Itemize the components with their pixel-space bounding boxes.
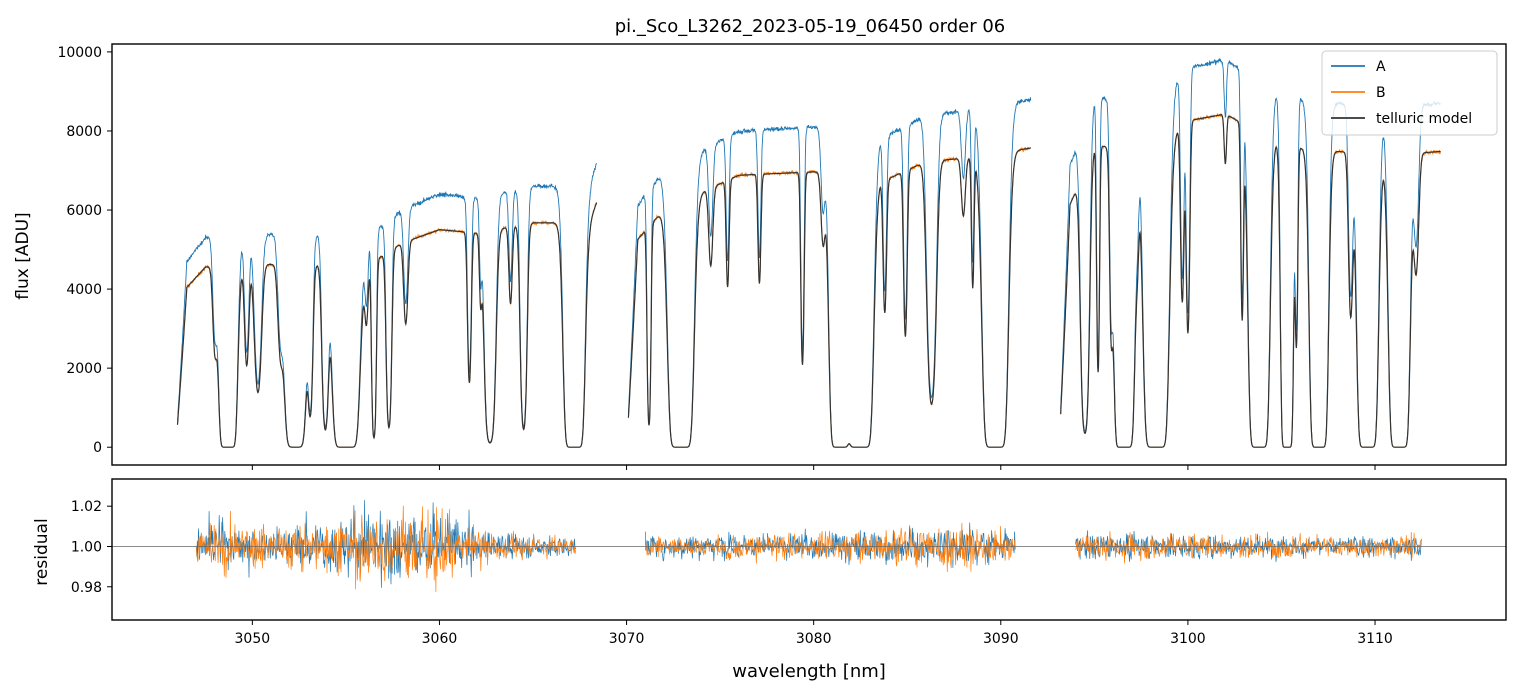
x-tick-label: 3050 bbox=[235, 631, 271, 647]
flux-y-tick-label: 4000 bbox=[66, 282, 102, 298]
legend-box bbox=[1321, 50, 1498, 136]
flux-axes-frame bbox=[111, 43, 1507, 466]
x-tick-label: 3060 bbox=[422, 631, 458, 647]
flux-y-axis-label: flux [ADU] bbox=[13, 212, 33, 299]
series-line-telluric-model bbox=[627, 147, 1031, 448]
flux-y-ticks: 0 2000 4000 6000 8000 10000 bbox=[57, 45, 112, 456]
flux-y-tick-label: 10000 bbox=[57, 45, 102, 61]
residual-axes-frame bbox=[111, 478, 1507, 621]
residual-y-axis-label: residual bbox=[32, 518, 52, 585]
residual-line-b bbox=[644, 522, 1016, 573]
residual-x-ticks: 3050 3060 3070 3080 3090 3100 3110 bbox=[235, 620, 1393, 647]
residual-panel: 0.98 1.00 1.02 3050 3060 3070 3080 3090 3100 311… bbox=[32, 478, 1507, 647]
series-line-telluric-model bbox=[176, 202, 598, 448]
flux-x-ticks bbox=[251, 465, 1376, 470]
legend-label-model: telluric model bbox=[1376, 111, 1472, 127]
legend-label-b: B bbox=[1376, 85, 1386, 101]
x-tick-label: 3080 bbox=[796, 631, 832, 647]
flux-y-tick-label: 8000 bbox=[66, 124, 102, 140]
legend-label-a: A bbox=[1376, 59, 1386, 75]
flux-y-tick-label: 0 bbox=[93, 440, 102, 456]
series-line-telluric-model bbox=[1060, 114, 1441, 448]
x-tick-label: 3100 bbox=[1170, 631, 1206, 647]
residual-line-b bbox=[195, 505, 577, 592]
residual-line-b bbox=[1075, 531, 1422, 564]
residual-y-ticks: 0.98 1.00 1.02 bbox=[71, 499, 112, 596]
x-tick-label: 3110 bbox=[1357, 631, 1393, 647]
residual-y-tick-label: 0.98 bbox=[71, 580, 102, 596]
x-tick-label: 3070 bbox=[609, 631, 645, 647]
x-axis-label: wavelength [nm] bbox=[732, 661, 886, 682]
chart-title: pi._Sco_L3262_2023-05-19_06450 order 06 bbox=[615, 16, 1006, 37]
flux-y-tick-label: 2000 bbox=[66, 361, 102, 377]
x-tick-label: 3090 bbox=[983, 631, 1019, 647]
flux-y-tick-label: 6000 bbox=[66, 203, 102, 219]
legend: A B telluric model bbox=[1321, 50, 1498, 136]
residual-plot-area bbox=[112, 500, 1506, 592]
residual-line-a bbox=[195, 500, 577, 588]
series-line-b bbox=[1060, 112, 1441, 448]
flux-panel: 0 2000 4000 6000 8000 10000 flux [ADU] A B te… bbox=[13, 43, 1507, 470]
residual-y-tick-label: 1.02 bbox=[71, 499, 102, 515]
flux-plot-area bbox=[176, 58, 1441, 448]
residual-y-tick-label: 1.00 bbox=[71, 539, 102, 555]
